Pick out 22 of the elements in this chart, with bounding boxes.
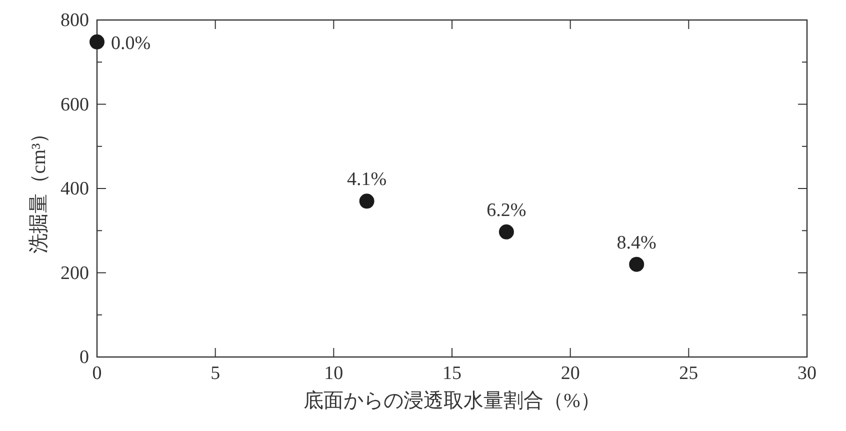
annotation: 0.0% [111, 32, 151, 54]
annotation: 8.4% [616, 232, 657, 254]
x-tick-label: 10 [324, 363, 344, 384]
point [498, 224, 514, 240]
y-tick-label: 800 [60, 10, 89, 31]
y-tick-label: 0 [80, 347, 89, 368]
x-tick-label: 5 [210, 363, 220, 384]
point [359, 194, 374, 209]
y-tick-label: 600 [60, 94, 89, 116]
annotation: 4.1% [347, 169, 387, 190]
point [629, 256, 644, 272]
y-tick-label: 400 [60, 178, 89, 200]
x-tick-label: 15 [442, 363, 462, 384]
annotation: 6.2% [486, 200, 526, 221]
x-tick-label: 25 [679, 363, 698, 384]
x-tick-label: 30 [798, 363, 816, 384]
x-tick-label: 20 [560, 363, 580, 384]
x-tick-label: 0 [92, 363, 102, 384]
y-axis-title: 洗掘量（cm³） [28, 123, 50, 254]
y-tick-label: 200 [60, 262, 89, 284]
point [90, 34, 104, 50]
x-axis-title: 底面からの浸透取水量割合（%） [304, 390, 600, 412]
